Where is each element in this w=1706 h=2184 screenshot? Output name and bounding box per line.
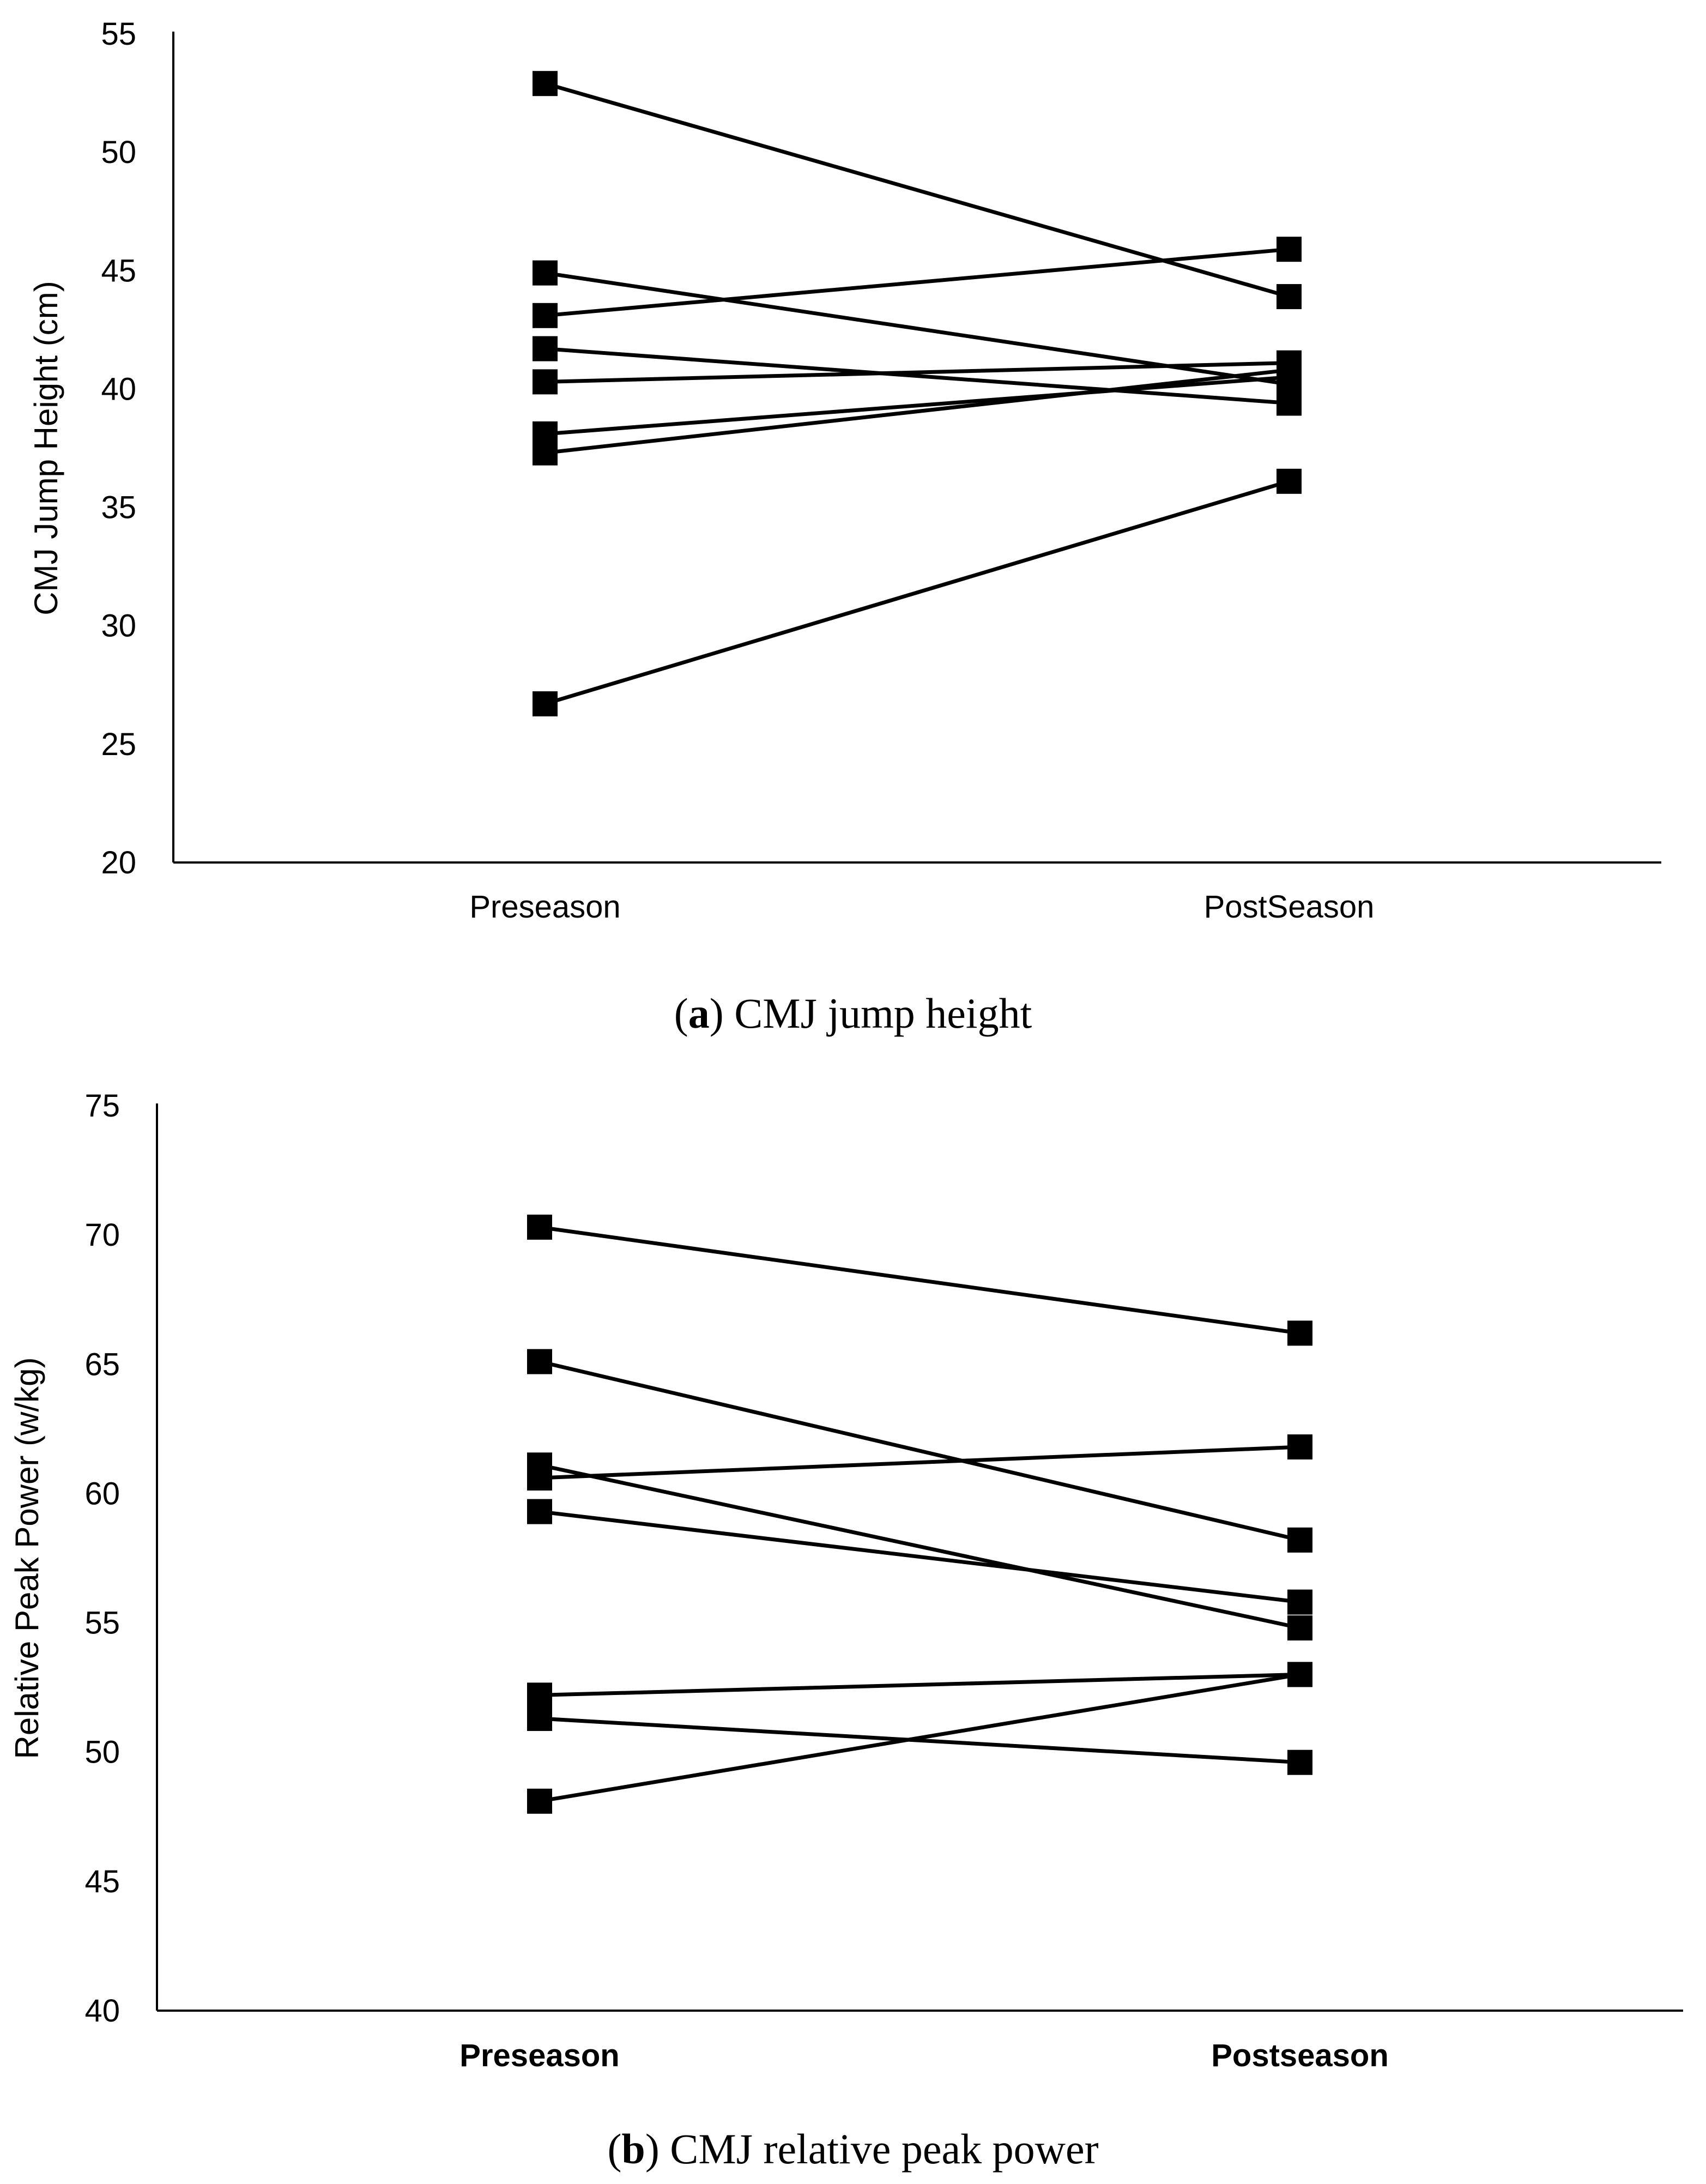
data-point-series-7-preseason: [533, 440, 558, 466]
y-tick-label: 45: [84, 1864, 120, 1899]
series-line-4: [539, 1445, 1300, 1480]
y-tick-label: 55: [84, 1606, 120, 1641]
y-tick-label: 65: [84, 1347, 120, 1382]
y-tick-label: 25: [101, 727, 136, 762]
data-point-series-6-preseason: [527, 1682, 552, 1708]
series-line-8: [544, 479, 1290, 706]
x-category-label-postseason: Postseason: [1211, 2038, 1389, 2073]
data-point-series-2-preseason: [533, 303, 558, 328]
data-point-series-8-preseason: [533, 691, 558, 717]
data-point-series-4-preseason: [527, 1465, 552, 1491]
data-point-series-4-postseason: [1287, 1434, 1312, 1460]
panel-caption: (b) CMJ relative peak power: [607, 2125, 1098, 2173]
data-point-series-2-preseason: [527, 1349, 552, 1374]
y-tick-label: 40: [84, 1993, 120, 2029]
data-point-series-8-preseason: [527, 1788, 552, 1814]
x-category-label-postseason: PostSeason: [1204, 889, 1375, 925]
y-tick-label: 50: [101, 135, 136, 170]
data-point-series-1-postseason: [1277, 284, 1302, 310]
series-line-5: [545, 361, 1290, 384]
caption-text: CMJ jump height: [734, 990, 1032, 1037]
data-point-series-8-postseason: [1277, 468, 1302, 494]
y-tick-label: 75: [84, 1088, 120, 1124]
data-point-series-5-preseason: [527, 1499, 552, 1524]
data-point-series-2-postseason: [1287, 1527, 1312, 1553]
data-point-series-1-postseason: [1287, 1320, 1312, 1346]
data-point-series-7-preseason: [527, 1706, 552, 1731]
series-line-1: [539, 1225, 1300, 1335]
series-line-4: [545, 347, 1290, 405]
data-point-series-3-postseason: [1287, 1615, 1312, 1641]
series-line-2: [539, 1360, 1300, 1542]
y-tick-label: 55: [101, 16, 136, 52]
x-category-label-preseason: Preseason: [459, 2038, 619, 2073]
data-point-series-1-preseason: [527, 1214, 552, 1240]
caption-text: CMJ relative peak power: [670, 2125, 1098, 2173]
x-category-label-preseason: Preseason: [469, 889, 620, 925]
y-tick-label: 50: [84, 1735, 120, 1770]
series-line-1: [545, 81, 1290, 299]
y-tick-label: 20: [101, 845, 136, 880]
data-point-series-3-preseason: [533, 260, 558, 286]
series-line-2: [545, 247, 1290, 318]
y-tick-label: 35: [101, 490, 136, 526]
series-line-6: [539, 1672, 1300, 1697]
caption-letter: b: [621, 2125, 645, 2173]
panel-a-cmj-jump-height: 20 25 30 35 40 45 50 55 CMJ Jump Height (cm) Pres…: [28, 16, 1661, 1037]
data-point-series-7-postseason: [1277, 357, 1302, 383]
y-tick-label: 70: [84, 1217, 120, 1253]
data-point-series-4-postseason: [1277, 390, 1302, 416]
series-line-8: [539, 1672, 1300, 1803]
series-line-6: [545, 375, 1290, 436]
data-point-series-2-postseason: [1277, 237, 1302, 262]
data-point-series-4-preseason: [533, 336, 558, 361]
y-axis-title: Relative Peak Power (w/kg): [9, 1358, 45, 1759]
y-tick-label: 60: [84, 1476, 120, 1511]
caption-letter: a: [688, 990, 710, 1037]
data-point-series-8-postseason: [1287, 1662, 1312, 1687]
data-point-series-1-preseason: [533, 71, 558, 96]
series-line-5: [539, 1510, 1300, 1604]
data-point-series-5-postseason: [1287, 1589, 1312, 1615]
series-line-3: [539, 1463, 1300, 1630]
y-axis-title: CMJ Jump Height (cm): [28, 281, 64, 615]
panel-caption: (a) CMJ jump height: [674, 990, 1032, 1037]
data-point-series-5-preseason: [533, 369, 558, 395]
series-line-7: [539, 1716, 1300, 1765]
panel-b-cmj-relative-peak-power: 40 45 50 55 60 65 70 75 Relative Peak Power (w/k…: [9, 1088, 1683, 2173]
y-tick-label: 30: [101, 608, 136, 644]
series-line-7: [545, 368, 1290, 455]
y-tick-label: 45: [101, 253, 136, 288]
data-point-series-7-postseason: [1287, 1749, 1312, 1775]
y-tick-label: 40: [101, 371, 136, 407]
